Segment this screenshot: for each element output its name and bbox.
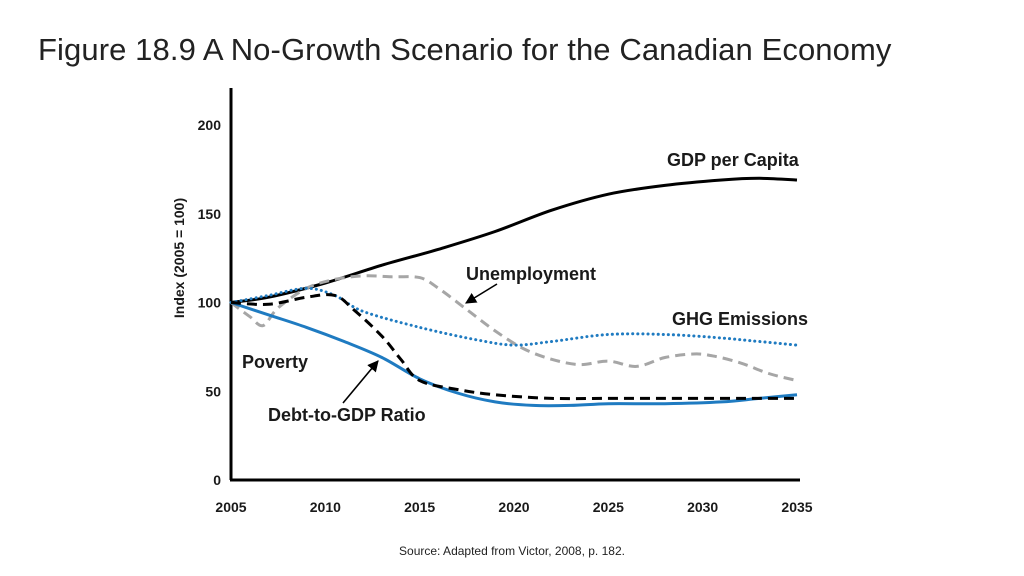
- label-poverty: Poverty: [242, 352, 308, 372]
- series-line-debt-to-gdp-ratio: [230, 293, 797, 401]
- source-note: Source: Adapted from Victor, 2008, p. 18…: [399, 544, 625, 558]
- x-tick-label: 2020: [498, 499, 529, 515]
- series-line-poverty: [230, 301, 798, 408]
- x-tick-label: 2025: [593, 499, 624, 515]
- debt-to-gdp-arrow: [342, 360, 379, 404]
- x-tick-label: 2015: [404, 499, 435, 515]
- x-tick-labels: 2005 2010 2015 2020 2025 2030 2035: [215, 499, 812, 515]
- label-gdp-per-capita: GDP per Capita: [667, 150, 800, 170]
- label-unemployment: Unemployment: [466, 264, 596, 284]
- y-tick-labels: 0 50 100 150 200: [198, 117, 222, 488]
- page-title: Figure 18.9 A No-Growth Scenario for the…: [38, 32, 892, 67]
- y-tick-label: 0: [213, 472, 221, 488]
- y-axis-title: Index (2005 = 100): [171, 198, 187, 318]
- series-lines: [229, 176, 799, 408]
- y-tick-label: 100: [198, 295, 222, 311]
- label-debt-to-gdp: Debt-to-GDP Ratio: [268, 405, 426, 425]
- x-tick-label: 2010: [310, 499, 341, 515]
- series-line-unemployment: [230, 274, 798, 383]
- y-tick-label: 50: [205, 383, 221, 399]
- y-tick-label: 150: [198, 206, 222, 222]
- x-tick-label: 2030: [687, 499, 718, 515]
- x-tick-label: 2005: [215, 499, 246, 515]
- unemployment-arrow: [465, 283, 498, 304]
- label-ghg-emissions: GHG Emissions: [672, 309, 808, 329]
- y-tick-label: 200: [198, 117, 222, 133]
- x-tick-label: 2035: [781, 499, 812, 515]
- series-line-ghg-emissions: [229, 286, 799, 347]
